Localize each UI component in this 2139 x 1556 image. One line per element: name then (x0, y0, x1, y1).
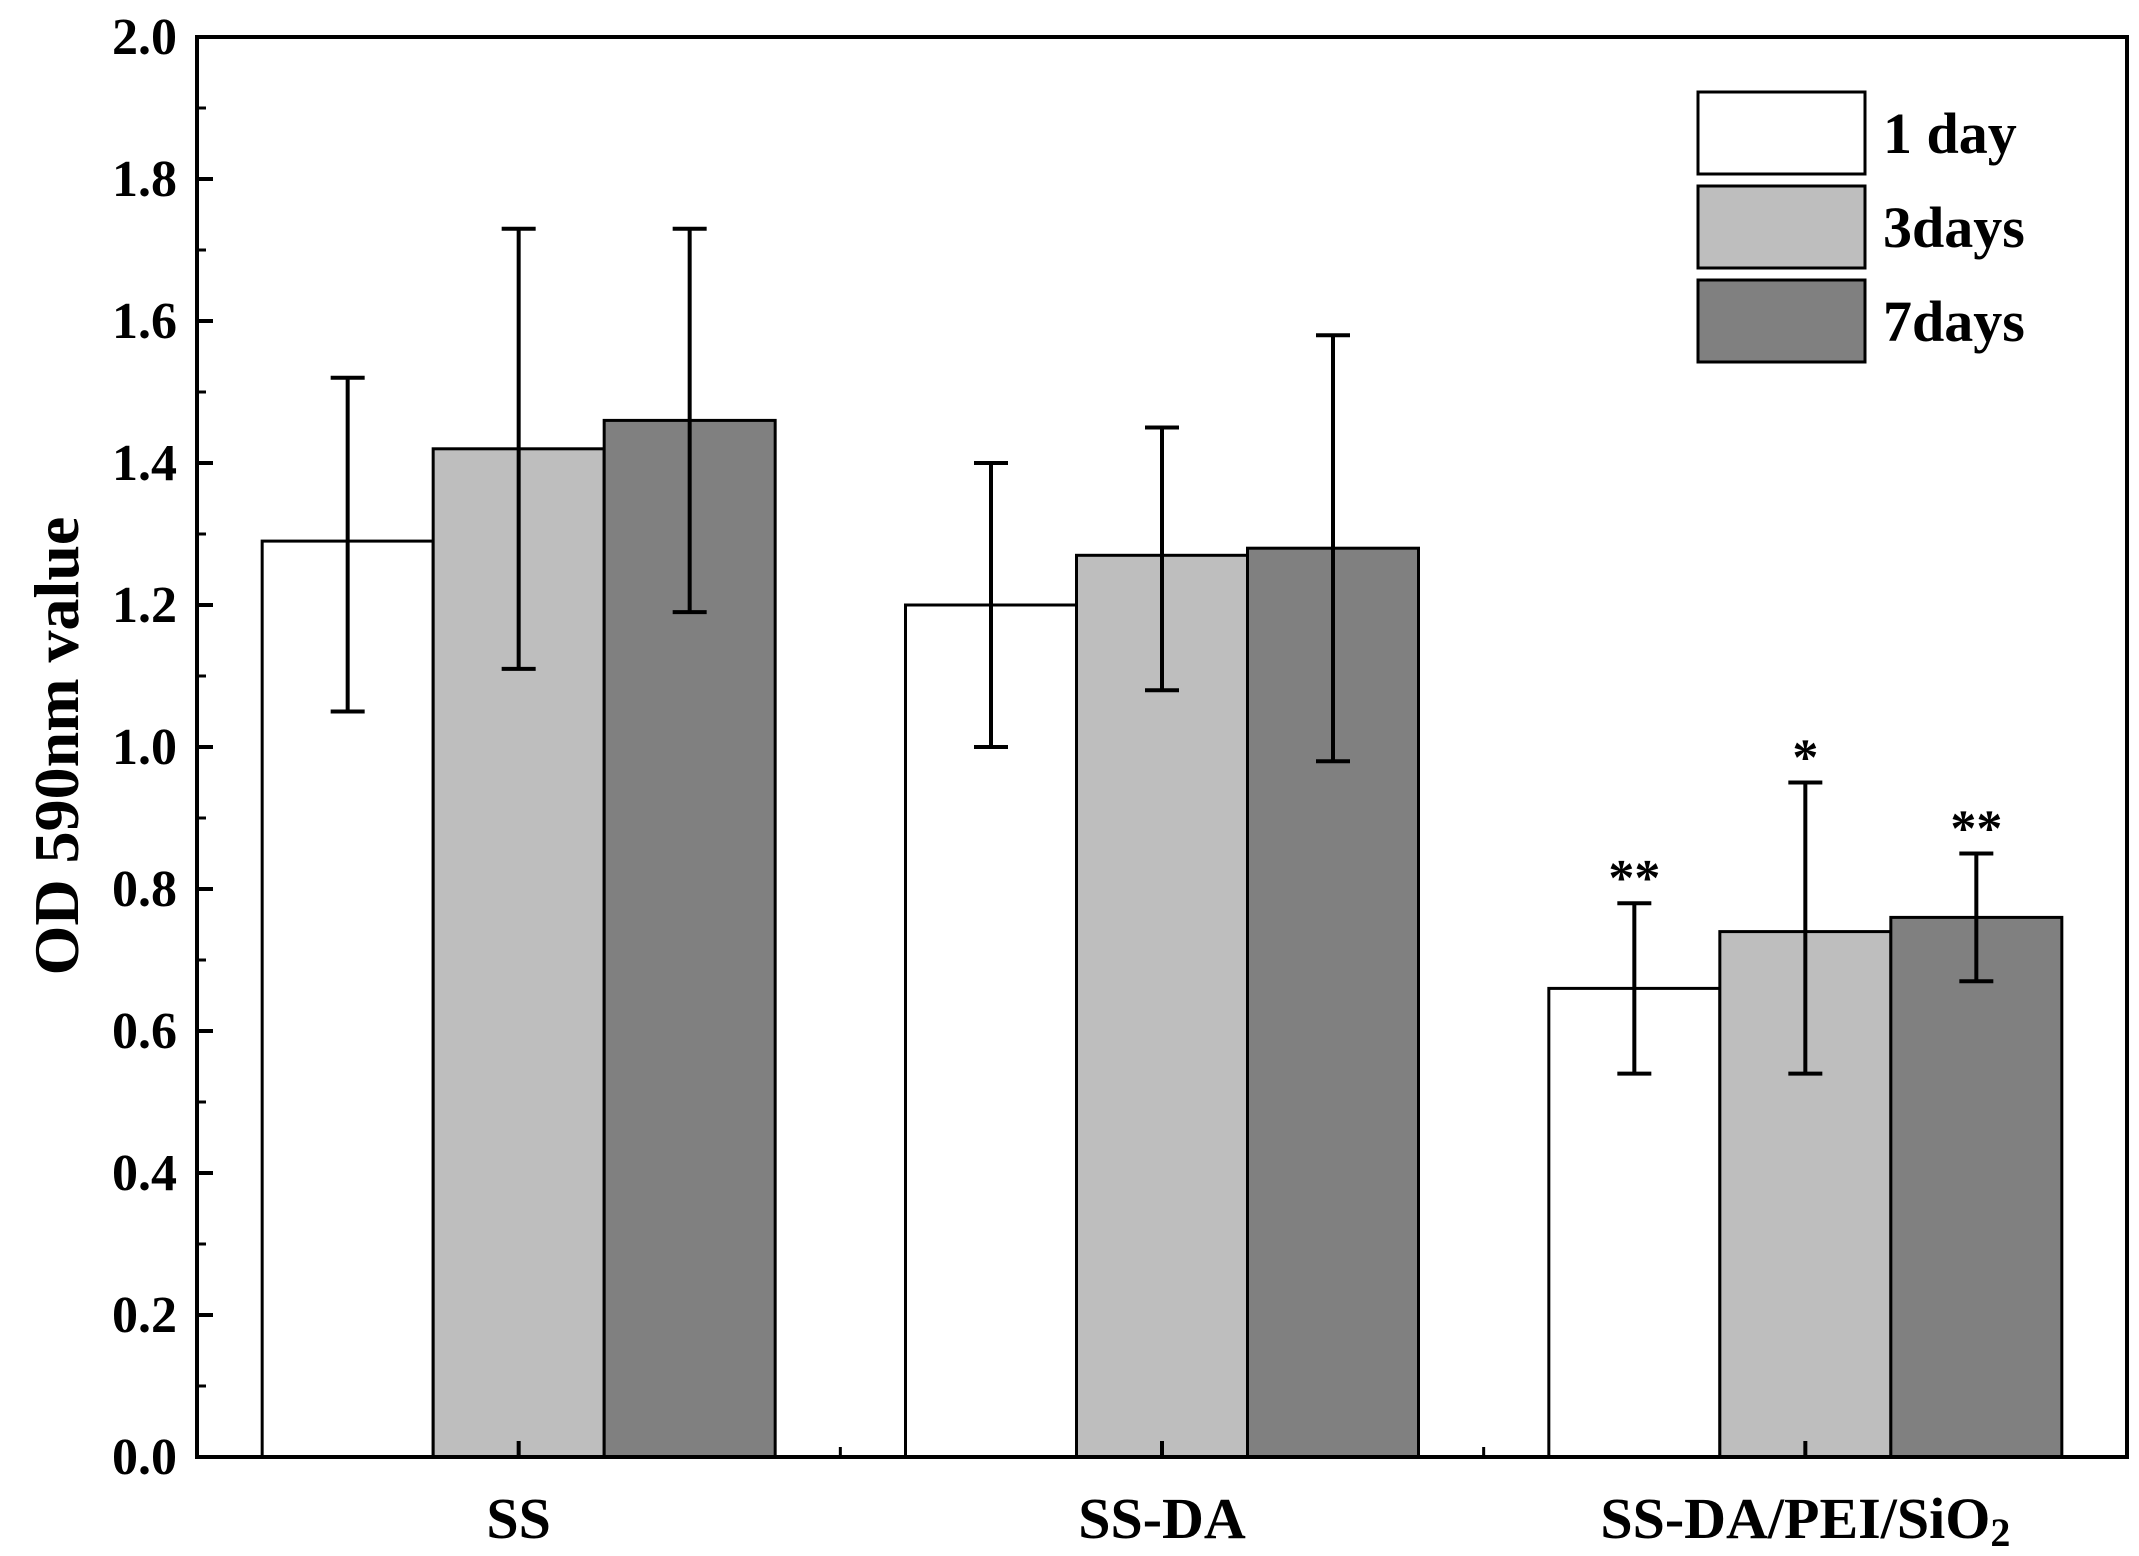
significance-marker: * (1792, 730, 1818, 787)
y-tick-label: 1.0 (112, 719, 177, 776)
annotations-layer: ***** (1608, 730, 2002, 908)
y-tick-label: 0.4 (112, 1145, 177, 1202)
legend-label-series-2: 3days (1883, 195, 2025, 260)
legend-label-series-3: 7days (1883, 289, 2025, 354)
category-label-main: SS (486, 1486, 551, 1551)
legend-swatch-series-2 (1696, 184, 1867, 270)
legend: 1 day 3days 7days (1696, 90, 2025, 364)
legend-swatch-series-1 (1696, 90, 1867, 176)
category-label-main: SS-DA/PEI/SiO (1600, 1486, 1990, 1551)
error-bars-layer (330, 226, 1994, 1076)
y-tick-label: 0.8 (112, 861, 177, 918)
y-tick-label: 1.2 (112, 577, 177, 634)
category-label-subscript: 2 (1990, 1510, 2010, 1551)
legend-label-series-1: 1 day (1883, 101, 2017, 166)
y-tick-label: 2.0 (112, 9, 177, 66)
y-tick-label: 0.0 (112, 1429, 177, 1486)
y-tick-label: 1.6 (112, 293, 177, 350)
bar-ss-da-pei-sio2-series-3 (1889, 915, 2064, 1459)
y-tick-label: 0.6 (112, 1003, 177, 1060)
x-category-label: SS (486, 1486, 551, 1551)
axes-layer: 0.0 0.2 0.4 0.6 0.8 1.0 1.2 1.4 1.6 1.8 2.0 SS SS-DA… (112, 9, 2129, 1555)
y-axis-label: OD 590nm value (21, 517, 92, 976)
y-tick-label: 1.4 (112, 435, 177, 492)
x-category-label: SS-DA (1078, 1486, 1246, 1551)
y-tick-label: 0.2 (112, 1287, 177, 1344)
category-label-main: SS-DA (1078, 1486, 1246, 1551)
legend-swatch-series-3 (1696, 278, 1867, 364)
bar-ss-da-series-2 (1075, 553, 1249, 1459)
significance-marker: ** (1608, 850, 1660, 907)
y-tick-label: 1.8 (112, 151, 177, 208)
x-category-label: SS-DA/PEI/SiO2 (1600, 1486, 2010, 1551)
significance-marker: ** (1950, 801, 2002, 858)
